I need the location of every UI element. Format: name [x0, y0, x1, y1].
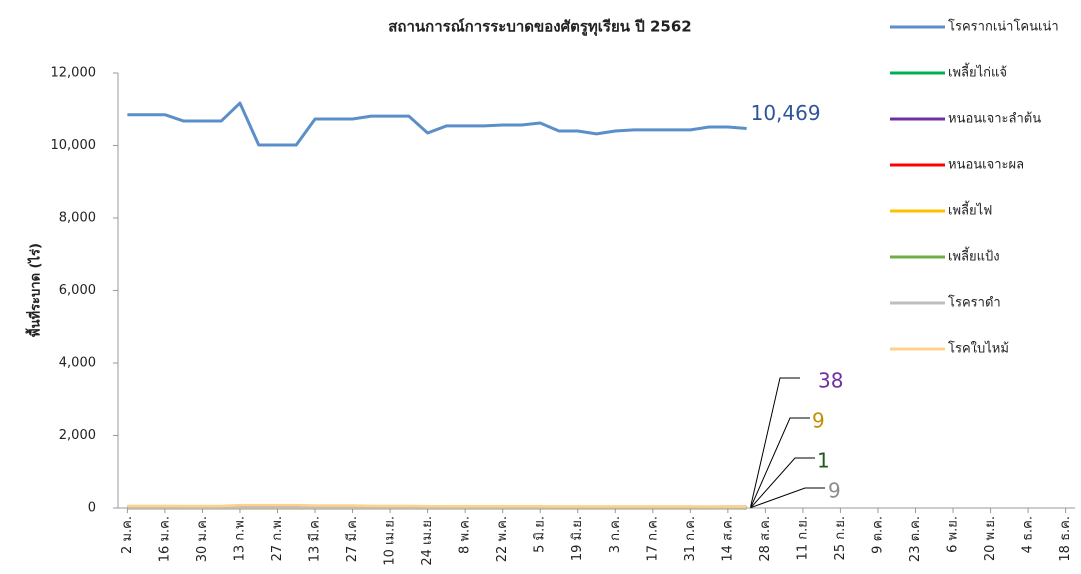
x-tick-label: 27 ก.พ. — [270, 516, 285, 561]
data-label: 9 — [828, 479, 841, 503]
x-tick-label: 23 ต.ค. — [908, 516, 923, 562]
series-line — [127, 503, 747, 508]
data-label: 10,469 — [751, 101, 821, 125]
x-tick-label: 13 ก.พ. — [232, 516, 247, 561]
legend-label: หนอนเจาะผล — [948, 158, 1024, 173]
y-tick-label: 0 — [88, 501, 96, 516]
chart-title: สถานการณ์การระบาดของศัตรูทุเรียน ปี 2562 — [388, 18, 692, 37]
label-leader — [750, 377, 800, 507]
x-tick-label: 3 ก.ค. — [608, 516, 623, 553]
data-label: 1 — [817, 449, 830, 473]
data-label: 38 — [818, 369, 843, 393]
y-tick-label: 12,000 — [51, 66, 97, 81]
legend-label: เพลี้ยไก่แจ้ — [948, 63, 1007, 81]
x-tick-label: 27 มี.ค. — [344, 516, 360, 562]
x-tick-label: 9 ต.ค. — [870, 516, 885, 554]
legend-label: หนอนเจาะลำต้น — [948, 112, 1041, 127]
x-tick-label: 16 ม.ค. — [157, 516, 172, 562]
y-tick-label: 2,000 — [59, 428, 96, 443]
legend-label: โรคใบไหม้ — [948, 341, 1009, 357]
x-tick-label: 14 ส.ค. — [720, 516, 735, 562]
x-tick-label: 24 เม.ย. — [420, 516, 435, 566]
x-tick-label: 17 ก.ค. — [645, 516, 660, 562]
x-tick-label: 30 ม.ค. — [195, 516, 210, 562]
y-tick-label: 8,000 — [59, 211, 96, 226]
legend-label: เพลี้ยแป้ง — [948, 247, 1000, 265]
x-tick-label: 4 ธ.ค. — [1021, 516, 1036, 553]
x-tick-label: 8 พ.ค. — [458, 516, 473, 554]
legend-label: โรครากเน่าโคนเน่า — [948, 19, 1059, 35]
x-tick-label: 20 พ.ย. — [983, 516, 998, 561]
label-leader — [750, 487, 825, 509]
legend-label: โรคราดำ — [948, 295, 1001, 311]
legend-label: เพลี้ยไฟ — [948, 201, 992, 219]
x-tick-label: 31 ก.ค. — [683, 516, 698, 562]
x-tick-label: 25 ก.ย. — [833, 516, 848, 560]
x-tick-label: 5 มิ.ย. — [533, 516, 548, 553]
y-axis-label: พื้นที่ระบาด (ไร่) — [25, 243, 44, 337]
x-tick-label: 22 พ.ค. — [495, 516, 510, 562]
x-tick-label: 28 ส.ค. — [758, 516, 773, 562]
y-tick-label: 6,000 — [59, 283, 96, 298]
x-tick-label: 18 ธ.ค. — [1058, 516, 1073, 562]
x-tick-label: 10 เม.ย. — [383, 516, 398, 566]
x-tick-label: 11 ก.ย. — [795, 516, 810, 560]
y-tick-label: 4,000 — [59, 356, 96, 371]
x-tick-label: 19 มิ.ย. — [570, 516, 585, 561]
data-label: 9 — [812, 409, 825, 433]
x-tick-label: 13 มี.ค. — [307, 516, 323, 562]
x-tick-label: 2 ม.ค. — [120, 516, 135, 554]
label-leader — [750, 457, 815, 509]
x-tick-label: 6 พ.ย. — [946, 516, 961, 553]
y-tick-label: 10,000 — [51, 138, 97, 153]
series-line — [127, 101, 747, 147]
label-leader — [750, 417, 810, 508]
